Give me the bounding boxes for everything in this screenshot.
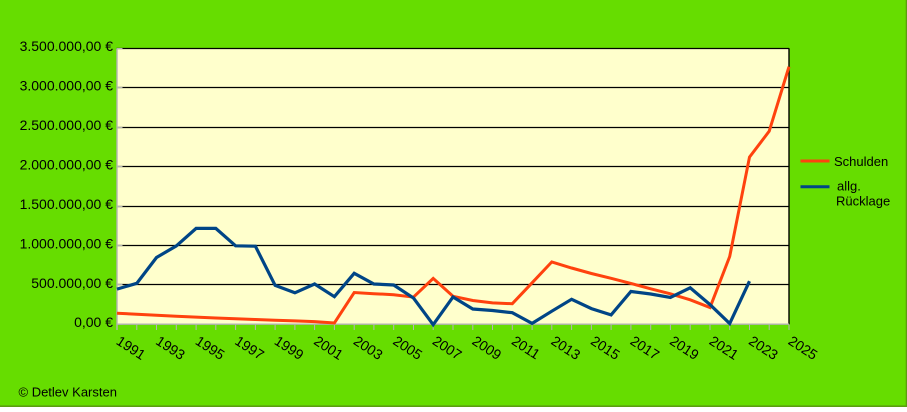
svg-text:1.500.000,00 €: 1.500.000,00 € xyxy=(20,196,114,212)
svg-text:2023: 2023 xyxy=(746,332,781,362)
svg-text:3.000.000,00 €: 3.000.000,00 € xyxy=(20,78,114,94)
svg-text:2025: 2025 xyxy=(786,332,821,362)
svg-text:2007: 2007 xyxy=(430,332,465,362)
svg-text:Rücklage: Rücklage xyxy=(836,193,890,208)
svg-text:1999: 1999 xyxy=(272,332,307,362)
svg-text:0,00 €: 0,00 € xyxy=(74,314,113,330)
svg-text:2.000.000,00 €: 2.000.000,00 € xyxy=(20,156,114,172)
svg-text:2017: 2017 xyxy=(628,332,663,362)
svg-text:1995: 1995 xyxy=(193,332,228,362)
svg-text:2019: 2019 xyxy=(667,332,702,362)
svg-text:2009: 2009 xyxy=(469,332,504,362)
svg-text:1993: 1993 xyxy=(153,332,188,362)
svg-text:© Detlev Karsten: © Detlev Karsten xyxy=(19,384,117,399)
svg-text:3.500.000,00 €: 3.500.000,00 € xyxy=(20,38,114,54)
svg-text:2001: 2001 xyxy=(311,332,346,362)
svg-text:1991: 1991 xyxy=(114,332,149,362)
svg-text:allg.: allg. xyxy=(837,179,861,194)
svg-text:1997: 1997 xyxy=(232,332,267,362)
svg-text:2005: 2005 xyxy=(390,332,425,362)
svg-text:Schulden: Schulden xyxy=(834,154,888,169)
svg-text:2011: 2011 xyxy=(509,332,543,362)
svg-text:2.500.000,00 €: 2.500.000,00 € xyxy=(20,117,114,133)
svg-text:2003: 2003 xyxy=(351,332,386,362)
svg-text:2015: 2015 xyxy=(588,332,623,362)
svg-text:500.000,00 €: 500.000,00 € xyxy=(31,275,113,291)
svg-text:1.000.000,00 €: 1.000.000,00 € xyxy=(20,235,114,251)
svg-text:2013: 2013 xyxy=(548,332,583,362)
svg-text:2021: 2021 xyxy=(707,332,742,362)
